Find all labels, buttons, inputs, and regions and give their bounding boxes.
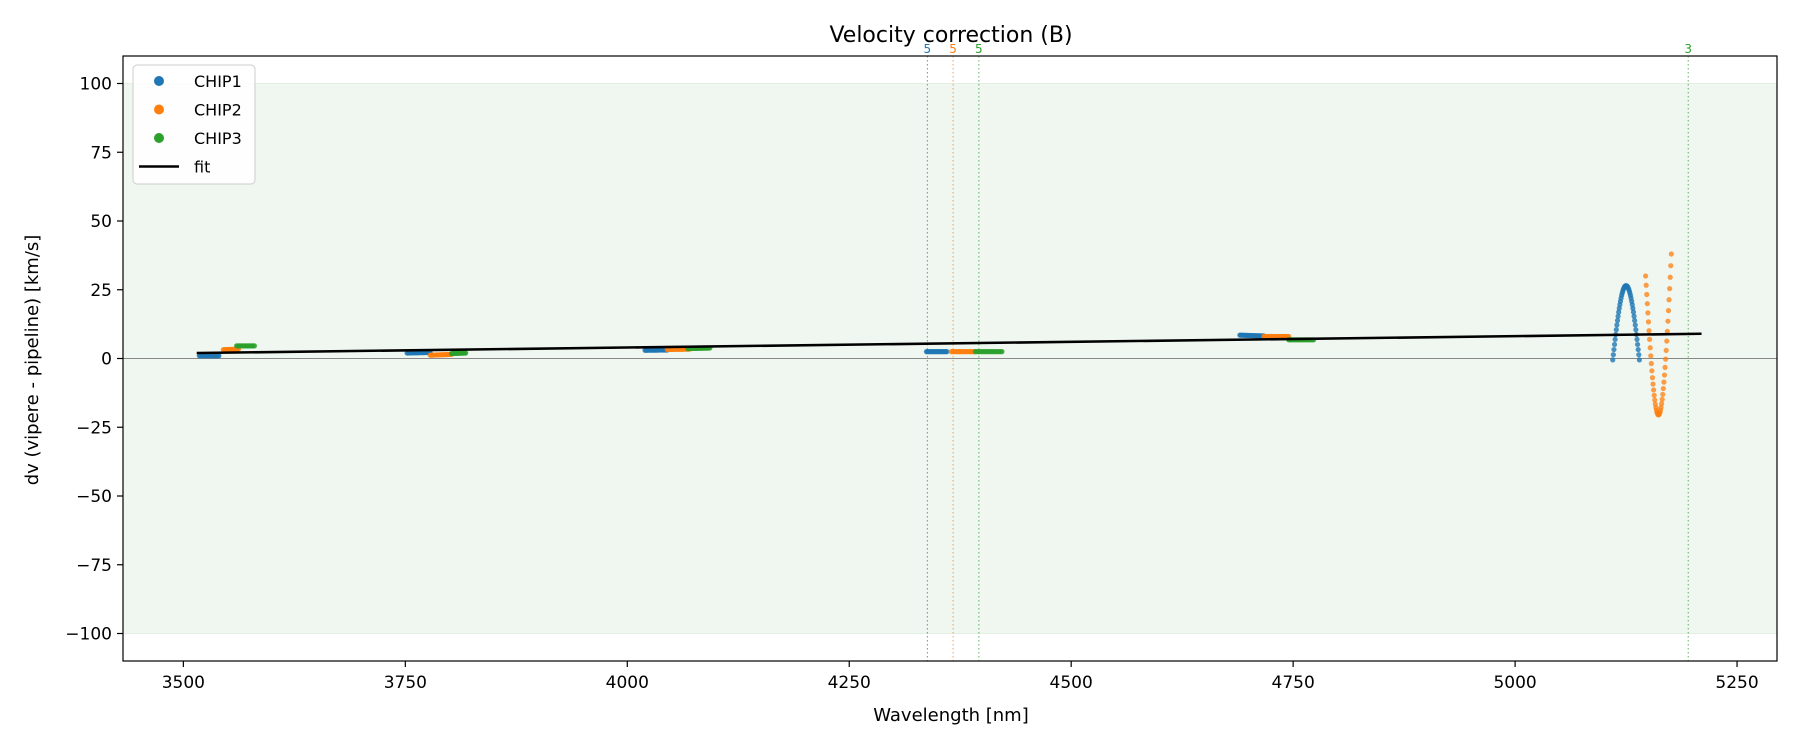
y-axis-label: dv (vipere - pipeline) [km/s] — [22, 235, 43, 486]
chip2-point — [1648, 360, 1654, 367]
chip2-point — [1663, 347, 1669, 353]
chip2-point — [1661, 379, 1667, 385]
legend-marker-chip1 — [154, 76, 164, 86]
chip1-point — [1616, 309, 1622, 315]
chip1-point — [944, 349, 950, 355]
y-tick-label: −100 — [65, 625, 112, 645]
x-tick-label: 4250 — [828, 673, 871, 693]
x-tick-label: 3750 — [384, 673, 427, 693]
chip1-point — [1636, 357, 1642, 363]
x-axis-label: Wavelength [nm] — [873, 705, 1029, 726]
chip2-point — [1651, 392, 1657, 398]
chip2-point — [1667, 286, 1673, 292]
chip2-point — [1664, 328, 1670, 334]
chip2-point — [1666, 297, 1672, 303]
chip2-point — [1664, 338, 1670, 344]
chip1-point — [1633, 327, 1639, 333]
chip2-point — [1646, 328, 1652, 334]
y-tick-label: 75 — [90, 143, 112, 163]
chip2-point — [1659, 401, 1665, 407]
chip1-point — [1634, 336, 1640, 343]
chip1-point — [1612, 336, 1618, 343]
chip1-point — [1615, 313, 1621, 319]
x-tick-label: 4500 — [1050, 673, 1093, 693]
chip1-point — [1631, 313, 1637, 319]
chip1-point — [1613, 327, 1619, 333]
legend-box — [132, 64, 256, 185]
y-tick-label: 100 — [80, 75, 112, 95]
chip2-point — [1645, 310, 1651, 316]
y-tick-label: 25 — [90, 281, 112, 301]
chip2-point — [1645, 319, 1652, 325]
chip1-point — [1635, 346, 1641, 353]
y-tick-label: −25 — [76, 418, 112, 438]
legend-marker-chip3 — [154, 133, 164, 143]
chip2-point — [1668, 263, 1674, 269]
y-tick-label: 50 — [90, 212, 112, 232]
chip1-point — [1630, 305, 1636, 311]
chip2-point — [1660, 391, 1666, 397]
x-tick-label: 5000 — [1493, 673, 1536, 693]
chip1-point — [1614, 317, 1621, 324]
y-tick-label: 0 — [101, 350, 112, 370]
chip3-point — [999, 349, 1005, 355]
legend: CHIP1 CHIP2 CHIP3 fit — [132, 64, 256, 185]
x-tick-label: 4750 — [1272, 673, 1315, 693]
chip2-point — [1651, 387, 1657, 393]
chip1-point — [1614, 322, 1620, 328]
chip2-point — [1644, 291, 1650, 298]
chip1-point — [1630, 309, 1637, 315]
chip2-point — [1648, 353, 1654, 359]
legend-label-fit: fit — [194, 158, 210, 177]
axes: 5 5 5 3 3500 3750 4000 4250 4500 4750 5000 5250 −100… — [65, 42, 1778, 693]
fit-line — [196, 332, 1702, 355]
chip2-point — [1661, 372, 1668, 378]
chip1-point — [1610, 352, 1616, 358]
y-tick-label: −75 — [76, 556, 112, 576]
order-marker-label-3: 3 — [1684, 42, 1692, 56]
chip2-point — [1659, 396, 1665, 402]
chip2-point — [1667, 274, 1673, 280]
legend-label-chip2: CHIP2 — [194, 101, 242, 120]
chip1-point — [1635, 341, 1641, 348]
chip1-point — [1611, 341, 1618, 348]
chip2-point — [1663, 356, 1669, 362]
chip1-point — [216, 353, 222, 359]
chip2-point — [1665, 308, 1672, 314]
chip2-point — [1643, 273, 1649, 279]
chip1-point — [1636, 352, 1642, 358]
chip1-point — [1632, 317, 1638, 324]
legend-marker-chip2 — [154, 104, 164, 115]
order-marker-label-0: 5 — [924, 42, 932, 56]
chip2-point — [1647, 345, 1653, 351]
chip2-point — [1662, 364, 1668, 370]
order-marker-label-1: 5 — [949, 42, 957, 56]
chip2-point — [1649, 368, 1655, 374]
chip1-point — [1610, 357, 1616, 363]
chip1-point — [1611, 346, 1617, 353]
chip3-point — [251, 343, 257, 349]
legend-label-chip3: CHIP3 — [194, 129, 242, 148]
chip2-point — [1647, 336, 1653, 342]
chip2-point — [1649, 375, 1656, 381]
order-marker-label-2: 5 — [975, 42, 983, 56]
chip2-point — [1660, 385, 1666, 392]
x-tick-label: 4000 — [606, 673, 649, 693]
chip2-point — [1668, 251, 1674, 257]
x-tick-label: 5250 — [1715, 673, 1758, 693]
chip2-point — [1643, 282, 1649, 288]
legend-label-chip1: CHIP1 — [194, 72, 242, 91]
chip2-point — [1644, 301, 1650, 307]
chip1-point — [1632, 322, 1638, 328]
y-tick-label: −50 — [76, 487, 112, 507]
plot-area — [123, 56, 1777, 661]
chip2-point — [1652, 397, 1658, 403]
chart-title: Velocity correction (B) — [829, 23, 1072, 48]
chip2-point — [1665, 318, 1671, 324]
chip3-point — [463, 350, 469, 356]
x-tick-label: 3500 — [162, 673, 205, 693]
chip2-point — [1650, 381, 1656, 387]
